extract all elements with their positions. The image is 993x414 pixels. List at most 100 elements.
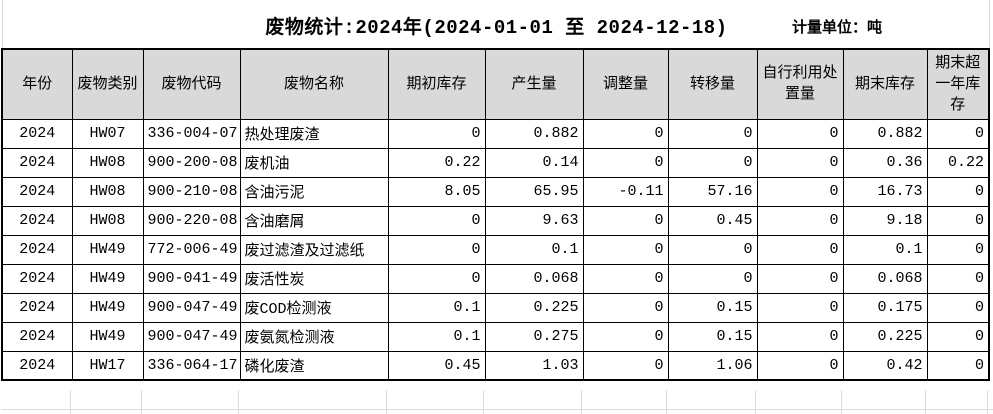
cell-code: 772-006-49 (142, 234, 241, 265)
cell-code: 900-210-08 (142, 176, 241, 207)
cell-adjusted: 0 (582, 321, 669, 352)
empty-grid-cell (1, 410, 71, 414)
cell-transferred: 0 (667, 147, 758, 178)
cell-closing: 0.36 (842, 147, 928, 178)
empty-grid-cell (239, 410, 387, 414)
cell-transferred: 0.15 (667, 292, 758, 323)
cell-over_one_year: 0 (926, 205, 990, 236)
cell-transferred: 0 (667, 118, 758, 149)
cell-year: 2024 (1, 176, 73, 207)
cell-generated: 65.95 (484, 176, 584, 207)
page-title: 废物统计:2024年(2024-01-01 至 2024-12-18) (265, 17, 728, 39)
cell-transferred: 0 (667, 263, 758, 294)
cell-year: 2024 (1, 292, 73, 323)
empty-grid-cell (142, 390, 239, 409)
cell-self_disposed: 0 (756, 176, 844, 207)
cell-opening: 0 (387, 205, 486, 236)
cell-category: HW17 (71, 350, 144, 381)
cell-closing: 9.18 (842, 205, 928, 236)
cell-name: 废COD检测液 (239, 292, 389, 323)
cell-generated: 0.225 (484, 292, 584, 323)
cell-category: HW49 (71, 234, 144, 265)
empty-grid-cell (484, 390, 582, 409)
table-row: 2024 HW17 336-064-17 磷化废渣 0.45 1.03 0 1.06 0 0.42… (1, 350, 990, 381)
empty-grid-cell (842, 410, 926, 414)
cell-opening: 8.05 (387, 176, 486, 207)
column-header-name: 废物名称 (239, 48, 389, 120)
spreadsheet-grid-continuation (1, 390, 993, 414)
cell-over_one_year: 0 (926, 234, 990, 265)
cell-category: HW08 (71, 205, 144, 236)
column-header-category: 废物类别 (71, 48, 144, 120)
column-header-closing: 期末库存 (842, 48, 928, 120)
cell-adjusted: 0 (582, 292, 669, 323)
cell-opening: 0 (387, 118, 486, 149)
cell-name: 磷化废渣 (239, 350, 389, 381)
empty-grid-cell (71, 410, 142, 414)
cell-category: HW49 (71, 263, 144, 294)
table-row: 2024 HW08 900-200-08 废机油 0.22 0.14 0 0 0 0.36 0.22 (1, 147, 990, 178)
cell-closing: 0.225 (842, 321, 928, 352)
empty-grid-cell (756, 410, 842, 414)
empty-grid-cell (582, 390, 667, 409)
cell-adjusted: 0 (582, 234, 669, 265)
column-header-transferred: 转移量 (667, 48, 758, 120)
cell-year: 2024 (1, 350, 73, 381)
table-row: 2024 HW07 336-004-07 热处理废渣 0 0.882 0 0 0 0.882 0 (1, 118, 990, 149)
cell-closing: 0.882 (842, 118, 928, 149)
cell-opening: 0.22 (387, 147, 486, 178)
cell-transferred: 57.16 (667, 176, 758, 207)
cell-category: HW07 (71, 118, 144, 149)
table-row: 2024 HW49 772-006-49 废过滤渣及过滤纸 0 0.1 0 0 0 0.1 0 (1, 234, 990, 265)
grid-line (989, 0, 990, 48)
empty-grid-cell (667, 390, 756, 409)
cell-adjusted: 0 (582, 205, 669, 236)
header-row: 年份 废物类别 废物代码 废物名称 期初库存 产生量 调整量 转移量 自行利用处置量 期末库存 期末… (1, 48, 990, 120)
column-header-generated: 产生量 (484, 48, 584, 120)
cell-category: HW08 (71, 147, 144, 178)
cell-name: 废氨氮检测液 (239, 321, 389, 352)
cell-adjusted: -0.11 (582, 176, 669, 207)
cell-self_disposed: 0 (756, 350, 844, 381)
cell-transferred: 1.06 (667, 350, 758, 381)
empty-grid-cell (756, 390, 842, 409)
cell-opening: 0 (387, 234, 486, 265)
cell-closing: 0.068 (842, 263, 928, 294)
cell-name: 含油污泥 (239, 176, 389, 207)
cell-name: 含油磨屑 (239, 205, 389, 236)
cell-generated: 0.882 (484, 118, 584, 149)
empty-grid-cell (926, 410, 988, 414)
cell-category: HW49 (71, 321, 144, 352)
cell-code: 900-047-49 (142, 292, 241, 323)
table-row: 2024 HW49 900-041-49 废活性炭 0 0.068 0 0 0 0.068 0 (1, 263, 990, 294)
cell-category: HW49 (71, 292, 144, 323)
table-row: 2024 HW49 900-047-49 废COD检测液 0.1 0.225 0 0.15 0 0… (1, 292, 990, 323)
cell-opening: 0 (387, 263, 486, 294)
cell-name: 热处理废渣 (239, 118, 389, 149)
cell-adjusted: 0 (582, 350, 669, 381)
cell-closing: 0.42 (842, 350, 928, 381)
table-row: 2024 HW08 900-210-08 含油污泥 8.05 65.95 -0.11 57.1… (1, 176, 990, 207)
cell-year: 2024 (1, 118, 73, 149)
cell-over_one_year: 0 (926, 263, 990, 294)
column-header-year: 年份 (1, 48, 73, 120)
empty-grid-cell (71, 390, 142, 409)
empty-grid-cell (667, 410, 756, 414)
empty-grid-cell (387, 390, 484, 409)
cell-name: 废机油 (239, 147, 389, 178)
cell-self_disposed: 0 (756, 321, 844, 352)
cell-transferred: 0 (667, 234, 758, 265)
empty-grid-cell (842, 390, 926, 409)
cell-opening: 0.1 (387, 292, 486, 323)
empty-grid-cell (1, 390, 71, 409)
empty-grid-cell (387, 410, 484, 414)
cell-code: 336-004-07 (142, 118, 241, 149)
cell-self_disposed: 0 (756, 292, 844, 323)
cell-self_disposed: 0 (756, 263, 844, 294)
report-header: 废物统计:2024年(2024-01-01 至 2024-12-18) 计量单位… (0, 0, 993, 48)
cell-name: 废过滤渣及过滤纸 (239, 234, 389, 265)
column-header-self_disposed: 自行利用处置量 (756, 48, 844, 120)
cell-generated: 0.14 (484, 147, 584, 178)
column-header-adjusted: 调整量 (582, 48, 669, 120)
cell-generated: 0.068 (484, 263, 584, 294)
